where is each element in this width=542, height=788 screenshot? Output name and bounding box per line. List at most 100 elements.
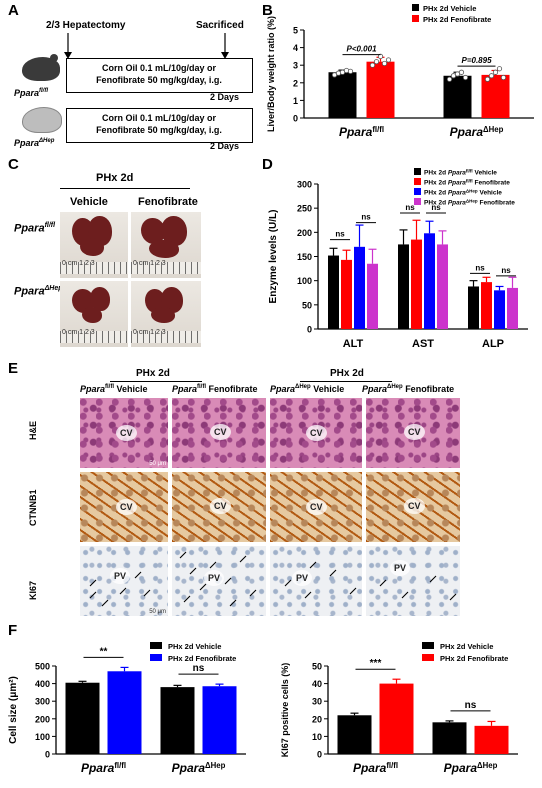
- liver-photo-hep-fenofibrate: 0 cm 1 2 3: [131, 281, 201, 347]
- bar: [443, 75, 472, 118]
- bar: [341, 259, 352, 329]
- micrograph-ki67-3: PV: [270, 546, 362, 616]
- legend-label: PHx 2d Fenofibrate: [440, 654, 508, 663]
- y-tick-label: 50: [302, 300, 312, 310]
- legend-swatch: [422, 642, 434, 649]
- category-label: Pparafl/fl: [353, 761, 398, 776]
- micrograph-ctnnb1-1: CV: [80, 472, 168, 542]
- panel-e-group1-line: [110, 381, 202, 382]
- y-tick-label: 1: [293, 96, 298, 106]
- bar: [379, 683, 414, 754]
- legend-swatch: [150, 642, 162, 649]
- y-tick-label: 0: [293, 114, 298, 124]
- bar: [481, 282, 492, 329]
- data-point: [446, 76, 453, 82]
- y-tick-label: 10: [312, 732, 322, 742]
- data-point: [369, 62, 376, 68]
- data-point: [484, 76, 491, 82]
- y-tick-label: 4: [293, 43, 298, 53]
- micrograph-ki67-1: PV 50 μm: [80, 546, 168, 616]
- legend-label: PHx 2d Fenofibrate: [168, 654, 236, 663]
- bar: [367, 263, 378, 329]
- panel-label-e: E: [8, 360, 19, 377]
- legend-label: PHx 2d Vehicle: [168, 642, 221, 651]
- ki67-arrows: [89, 551, 457, 607]
- data-point: [500, 74, 507, 81]
- legend-swatch: [412, 4, 419, 11]
- y-tick-label: 50: [312, 662, 322, 672]
- y-tick-label: 40: [312, 679, 322, 689]
- panel-e-group1: PHx 2d: [136, 368, 170, 379]
- data-point: [496, 66, 503, 72]
- chart-f-cell-size: 0 100 200 300 400 500 Cell size (μm²) Pparafl/f…: [8, 642, 246, 776]
- bar: [65, 682, 100, 754]
- panel-c-col-fenofibrate: Fenofibrate: [138, 196, 198, 208]
- liver-photo-hep-vehicle: 0 cm 1 2 3: [60, 281, 128, 347]
- y-tick-label: 0: [45, 750, 50, 760]
- y-tick-label: 500: [35, 662, 50, 672]
- mouse-gray-icon: [22, 107, 62, 133]
- category-label: ALT: [343, 338, 364, 350]
- panel-label-d: D: [262, 156, 273, 173]
- legend-label: PHx 2d Vehicle: [423, 4, 476, 13]
- data-point: [492, 69, 499, 75]
- panel-e-histology: PHx 2d PHx 2d Pparafl/fl Vehicle Pparafl…: [0, 362, 542, 620]
- bar: [494, 290, 505, 329]
- treatment-box-2: Corn Oil 0.1 mL/10g/day or Fenofibrate 5…: [66, 108, 253, 143]
- data-point: [373, 59, 380, 65]
- category-label: PparaΔHep: [444, 761, 498, 776]
- duration-label-2: 2 Days: [210, 141, 240, 151]
- legend-label: PHx 2d Fenofibrate: [423, 15, 491, 24]
- bar: [398, 244, 409, 329]
- panel-c-row1-genotype: Pparafl/fl: [14, 222, 56, 235]
- chart-f-ki67: 0 10 20 30 40 50 KI67 positive cells (%) Pparaf…: [280, 642, 518, 776]
- micrograph-he-2: CV: [172, 398, 266, 468]
- legend-label: PHx 2d PparaΔHep Vehicle: [424, 188, 502, 197]
- row-label-ctnnb1: CTNNB1: [28, 489, 38, 526]
- category-label: PparaΔHep: [172, 761, 226, 776]
- bar: [424, 233, 435, 329]
- panel-c-photos: PHx 2d Vehicle Fenofibrate Pparafl/fl Pp…: [0, 160, 262, 360]
- y-tick-label: 0: [317, 750, 322, 760]
- y-tick-label: 200: [297, 228, 312, 238]
- significance-label: ns: [193, 663, 205, 674]
- bar: [328, 72, 357, 118]
- legend-swatch: [414, 188, 421, 195]
- significance-label: ns: [335, 230, 345, 239]
- sacrificed-label: Sacrificed: [196, 20, 244, 31]
- timeline-tick-2: [66, 108, 67, 142]
- legend-swatch: [150, 654, 162, 661]
- y-tick-label: 300: [297, 180, 312, 190]
- y-tick-label: 100: [297, 276, 312, 286]
- duration-label-1: 2 Days: [210, 92, 240, 102]
- y-axis-label: Cell size (μm²): [8, 676, 19, 744]
- legend-swatch: [414, 168, 421, 175]
- micrograph-ki67-2: PV: [172, 546, 266, 616]
- legend-swatch: [414, 178, 421, 185]
- category-label: Pparafl/fl: [339, 125, 384, 140]
- data-point: [488, 73, 495, 79]
- legend-swatch: [422, 654, 434, 661]
- panel-label-a: A: [8, 2, 19, 19]
- significance-label: ns: [405, 203, 415, 212]
- bar: [354, 246, 365, 329]
- bar: [474, 725, 509, 754]
- mouse-ear-icon: [50, 54, 58, 62]
- legend-label: PHx 2d Pparafl/fl Vehicle: [424, 168, 497, 177]
- micrograph-ctnnb1-2: CV: [172, 472, 266, 542]
- y-tick-label: 0: [307, 325, 312, 335]
- micrograph-ki67-4: PV: [366, 546, 460, 616]
- panel-e-col1: Pparafl/fl Vehicle: [80, 384, 148, 394]
- y-tick-label: 200: [35, 714, 50, 724]
- panel-e-group2: PHx 2d: [330, 368, 364, 379]
- significance-label: **: [100, 646, 108, 657]
- bar: [411, 239, 422, 329]
- category-label: AST: [412, 338, 434, 350]
- panel-c-header: PHx 2d: [96, 172, 134, 184]
- category-label: PparaΔHep: [450, 125, 504, 140]
- bar: [507, 287, 518, 329]
- significance-label: ns: [431, 203, 441, 212]
- panel-c-header-line: [60, 188, 190, 189]
- treatment-box-1: Corn Oil 0.1 mL/10g/day or Fenofibrate 5…: [66, 58, 253, 93]
- bar: [107, 671, 142, 754]
